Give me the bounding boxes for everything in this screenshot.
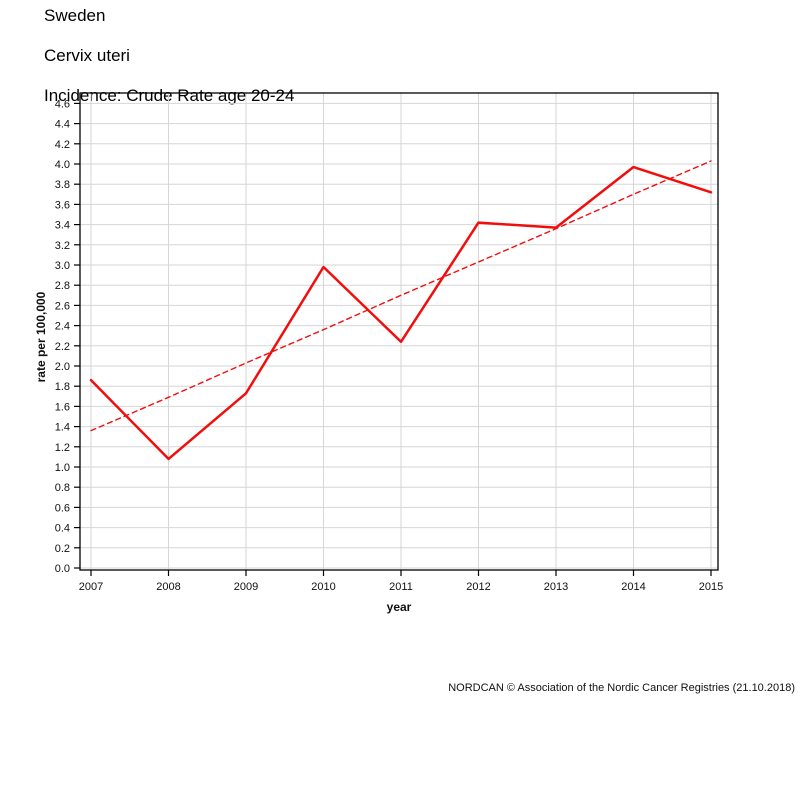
y-tick-label: 2.8 <box>55 280 70 292</box>
chart-title: Sweden Cervix uteri Incidence: Crude Rat… <box>44 6 294 106</box>
y-tick-label: 0.6 <box>55 502 70 514</box>
y-tick-label: 3.8 <box>55 179 70 191</box>
y-tick-label: 4.4 <box>55 119 70 131</box>
series-crude-rate <box>89 165 713 461</box>
y-tick-label: 1.2 <box>55 442 70 454</box>
x-tick-label: 2013 <box>544 581 568 593</box>
x-axis-label: year <box>386 600 412 614</box>
x-tick-label: 2015 <box>699 581 723 593</box>
gridlines <box>80 93 718 570</box>
title-measure: Incidence: Crude Rate age 20-24 <box>44 86 295 105</box>
x-tick-label: 2014 <box>621 581 645 593</box>
y-axis-ticks: 0.0 0.2 0.4 0.6 0.8 1.0 1.2 1.4 1.6 1.8 2.0 2.2 2.4 2… <box>55 98 80 575</box>
y-tick-label: 3.2 <box>55 240 70 252</box>
x-tick-label: 2008 <box>156 581 180 593</box>
y-tick-label: 1.8 <box>55 381 70 393</box>
y-tick-label: 0.4 <box>55 523 70 535</box>
series-trend-line <box>90 160 712 432</box>
y-tick-label: 1.0 <box>55 462 70 474</box>
y-tick-label: 2.0 <box>55 361 70 373</box>
x-tick-label: 2010 <box>311 581 335 593</box>
y-tick-label: 3.0 <box>55 260 70 272</box>
x-tick-label: 2011 <box>389 581 413 593</box>
y-tick-label: 3.4 <box>55 220 70 232</box>
x-tick-label: 2009 <box>234 581 258 593</box>
title-cancer-site: Cervix uteri <box>44 46 130 65</box>
y-tick-label: 0.8 <box>55 482 70 494</box>
x-axis-ticks: 2007 2008 2009 2010 2011 2012 2013 2014 2015 <box>79 570 723 593</box>
footer-attribution: NORDCAN © Association of the Nordic Canc… <box>448 682 795 694</box>
y-tick-label: 4.0 <box>55 159 70 171</box>
y-tick-label: 1.6 <box>55 401 70 413</box>
plot-border <box>79 92 719 571</box>
title-country: Sweden <box>44 6 106 25</box>
y-tick-label: 1.4 <box>55 422 70 434</box>
y-tick-label: 4.2 <box>55 139 70 151</box>
x-tick-label: 2012 <box>466 581 490 593</box>
y-axis-label: rate per 100,000 <box>34 291 48 383</box>
y-tick-label: 4.6 <box>55 98 70 110</box>
y-tick-label: 0.0 <box>55 563 70 575</box>
y-tick-label: 2.4 <box>55 321 70 333</box>
x-tick-label: 2007 <box>79 581 103 593</box>
y-tick-label: 3.6 <box>55 199 70 211</box>
y-tick-label: 2.6 <box>55 300 70 312</box>
y-tick-label: 2.2 <box>55 341 70 353</box>
y-tick-label: 0.2 <box>55 543 70 555</box>
